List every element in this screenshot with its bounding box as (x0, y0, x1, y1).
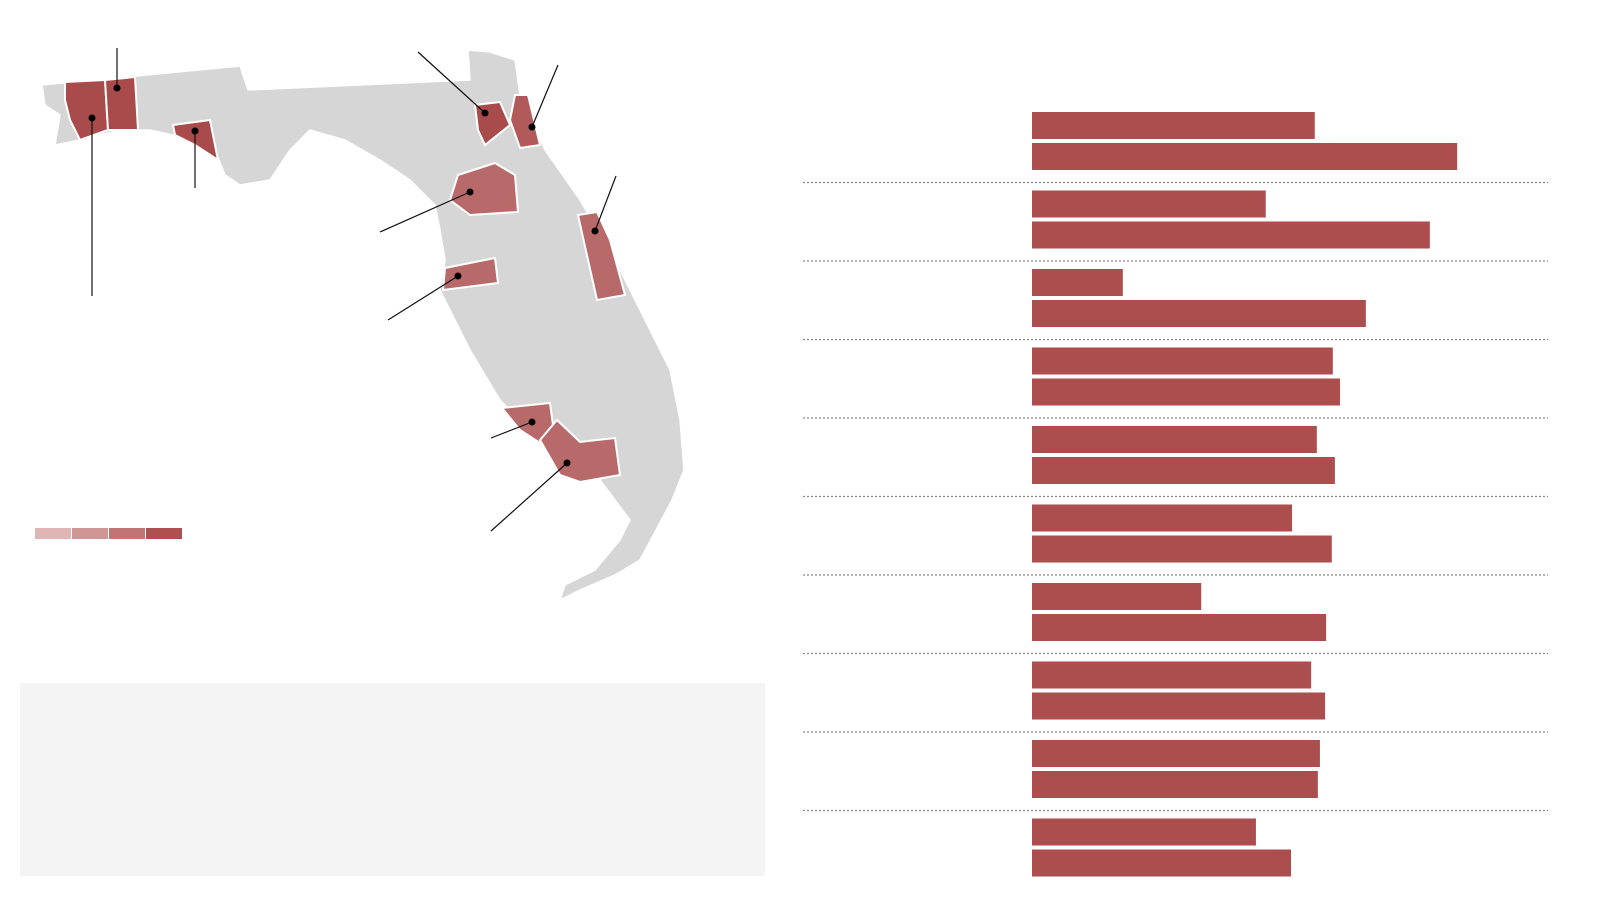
bar (1032, 849, 1292, 877)
bar (1032, 535, 1332, 563)
bar (1032, 190, 1266, 218)
state-outline (41, 49, 685, 602)
county (508, 94, 542, 150)
bar (1032, 692, 1326, 720)
bar (1032, 112, 1315, 139)
county (576, 210, 627, 302)
bar (1032, 269, 1123, 296)
bar-chart (803, 112, 1548, 877)
bar (1032, 583, 1202, 610)
leader-lines (88, 48, 617, 532)
bar (1032, 378, 1341, 406)
florida-map (35, 48, 685, 602)
bar (1032, 661, 1312, 689)
bar (1032, 771, 1318, 798)
bar (1032, 818, 1256, 846)
bar (1032, 300, 1366, 327)
county (538, 418, 622, 484)
county (448, 161, 520, 217)
bar (1032, 504, 1293, 532)
bar (1032, 221, 1430, 249)
county (441, 256, 500, 292)
bar (1032, 457, 1335, 484)
bar (1032, 143, 1458, 170)
bar (1032, 614, 1327, 641)
info-panel (20, 683, 765, 876)
bar (1032, 347, 1333, 375)
county (103, 75, 140, 131)
bar (1032, 426, 1317, 453)
bar (1032, 740, 1320, 767)
map-legend (35, 528, 182, 539)
